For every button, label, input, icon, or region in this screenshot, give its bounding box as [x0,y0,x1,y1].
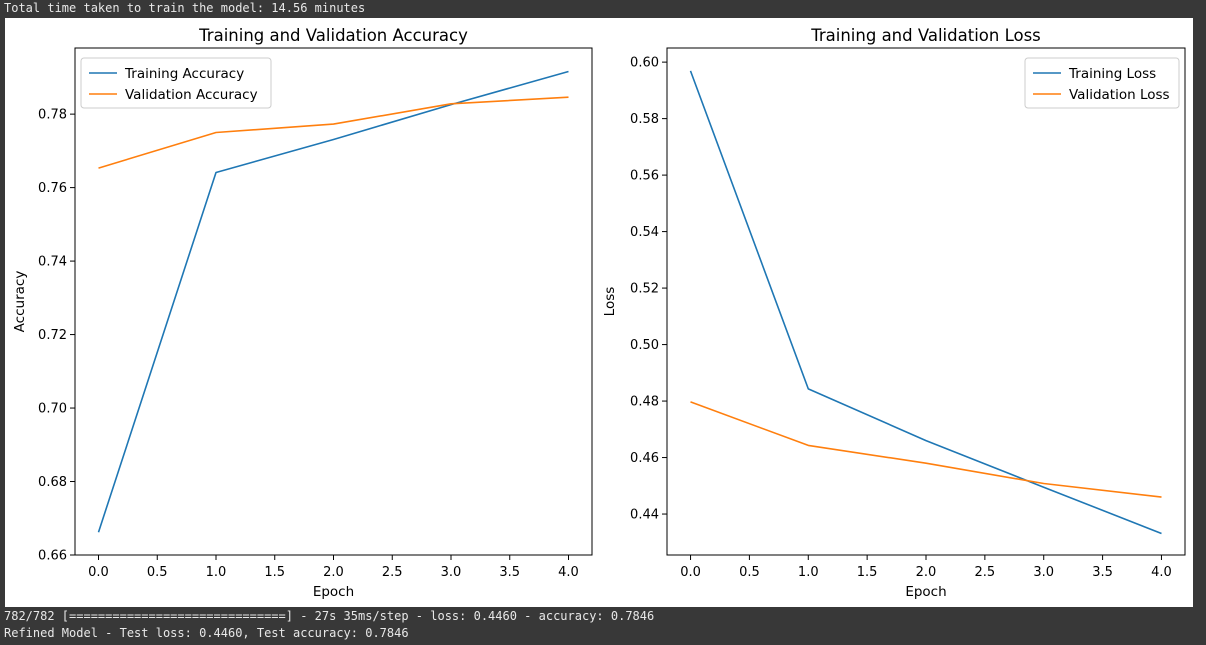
plot-frame [74,47,593,556]
x-tick-label: 3.0 [441,565,462,580]
y-tick-label: 0.68 [38,475,67,490]
y-tick-label: 0.58 [630,112,659,127]
x-tick-label: 3.5 [499,565,520,580]
y-tick-label: 0.44 [630,508,659,523]
x-tick-label: 0.5 [147,565,168,580]
y-tick-label: 0.76 [38,181,67,196]
y-axis-label: Loss [602,287,618,317]
series-line-validation-accuracy [98,96,569,169]
series-line-validation-loss [690,401,1162,498]
legend-box [80,57,272,109]
figure: Training and Validation Accuracy 0.0 0.5 1.… [5,18,1193,607]
x-tick-label: 0.0 [88,565,109,580]
x-tick-label: 4.0 [558,565,579,580]
legend-box [1024,57,1180,109]
x-tick-label: 2.5 [382,565,403,580]
y-tick-label: 0.54 [630,225,659,240]
x-tick-label: 3.5 [1092,565,1113,580]
chart-title: Training and Validation Loss [810,26,1041,45]
x-tick-label: 1.5 [264,565,285,580]
x-axis-label: Epoch [905,584,946,600]
y-tick-label: 0.70 [38,402,67,417]
x-tick-label: 1.0 [206,565,227,580]
series-line-training-accuracy [97,70,569,533]
y-tick-label: 0.50 [630,338,659,353]
x-tick-label: 2.5 [975,565,996,580]
x-axis-label: Epoch [313,584,354,600]
x-tick-label: 0.0 [680,565,701,580]
plot-frame [666,47,1186,556]
y-tick-label: 0.74 [38,255,67,270]
chart-title: Training and Validation Accuracy [198,26,468,45]
x-tick-label: 3.0 [1033,565,1054,580]
y-tick-label: 0.66 [38,549,67,564]
y-tick-label: 0.48 [630,395,659,410]
x-tick-label: 1.0 [798,565,819,580]
legend-entry: Training Accuracy [124,66,244,82]
loss-chart: Training and Validation Loss 0.0 0.5 1.0 1.5… [602,26,1186,600]
legend-entry: Validation Accuracy [125,87,258,103]
series-line-training-loss [689,70,1162,535]
x-tick-label: 1.5 [857,565,878,580]
x-tick-label: 4.0 [1151,565,1172,580]
y-tick-label: 0.56 [630,169,659,184]
y-tick-label: 0.72 [38,328,67,343]
y-axis-label: Accuracy [12,271,28,333]
y-tick-label: 0.60 [630,56,659,71]
legend-entry: Training Loss [1068,66,1156,82]
x-tick-label: 2.0 [323,565,344,580]
x-tick-label: 2.0 [916,565,937,580]
evaluation-progress-output: 782/782 [==============================]… [4,609,655,623]
training-time-output: Total time taken to train the model: 14.… [4,1,366,15]
y-tick-label: 0.78 [38,108,67,123]
y-tick-label: 0.52 [630,282,659,297]
y-tick-label: 0.46 [630,451,659,466]
x-tick-label: 0.5 [739,565,760,580]
test-result-output: Refined Model - Test loss: 0.4460, Test … [4,626,409,640]
accuracy-chart: Training and Validation Accuracy 0.0 0.5 1.… [12,26,593,600]
charts-svg: Training and Validation Accuracy 0.0 0.5 1.… [12,26,1186,600]
legend-entry: Validation Loss [1069,87,1170,103]
